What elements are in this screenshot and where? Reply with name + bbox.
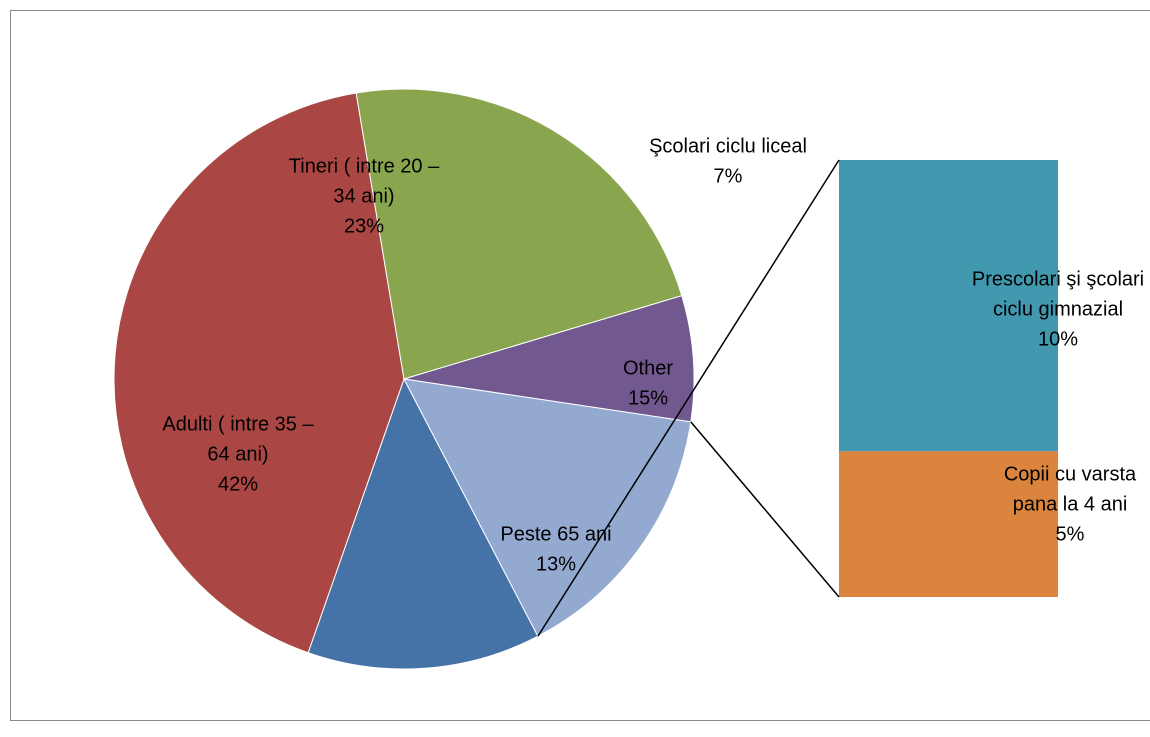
bar-label-0-line-2: 10% bbox=[1038, 328, 1078, 350]
bar-segment-1[interactable] bbox=[839, 451, 1058, 597]
slice-label-2-line-0: Tineri ( intre 20 – bbox=[289, 155, 440, 177]
slice-label-0-line-0: Peste 65 ani bbox=[500, 523, 611, 545]
data-labels: Peste 65 ani 13% Adulti ( intre 35 – 64 ani… bbox=[162, 135, 1144, 575]
slice-label-2-line-1: 34 ani) bbox=[333, 185, 394, 207]
slice-label-4-line-0: Other bbox=[623, 357, 673, 379]
slice-label-3-line-0: Şcolari ciclu liceal bbox=[649, 135, 807, 157]
pie-slice-3[interactable] bbox=[403, 295, 695, 423]
bar-label-0-line-1: ciclu gimnazial bbox=[993, 298, 1123, 320]
bar-label-0-line-0: Prescolari şi şcolari bbox=[972, 268, 1144, 290]
pie-slice-1[interactable] bbox=[113, 92, 405, 654]
connector-top bbox=[537, 159, 840, 637]
slice-label-3-line-1: 7% bbox=[714, 165, 743, 187]
connector-bottom bbox=[690, 421, 840, 598]
secondary-bar-group bbox=[839, 160, 1058, 597]
slice-label-4-line-1: 15% bbox=[628, 387, 668, 409]
pie-group bbox=[113, 88, 695, 670]
bar-label-1-line-1: pana la 4 ani bbox=[1013, 493, 1128, 515]
pie-slice-0[interactable] bbox=[307, 377, 539, 670]
slice-label-1-line-0: Adulti ( intre 35 – bbox=[162, 413, 314, 435]
pie-slice-4[interactable] bbox=[403, 378, 692, 637]
pie-slice-2[interactable] bbox=[355, 88, 683, 380]
bar-label-1-line-2: 5% bbox=[1056, 523, 1085, 545]
slice-label-1-line-1: 64 ani) bbox=[207, 443, 268, 465]
bar-label-1-line-0: Copii cu varsta bbox=[1004, 463, 1137, 485]
bar-segment-0[interactable] bbox=[839, 160, 1058, 452]
connector-lines bbox=[537, 159, 840, 637]
slice-label-0-line-1: 13% bbox=[536, 553, 576, 575]
slice-label-2-line-2: 23% bbox=[344, 215, 384, 237]
slice-label-1-line-2: 42% bbox=[218, 473, 258, 495]
